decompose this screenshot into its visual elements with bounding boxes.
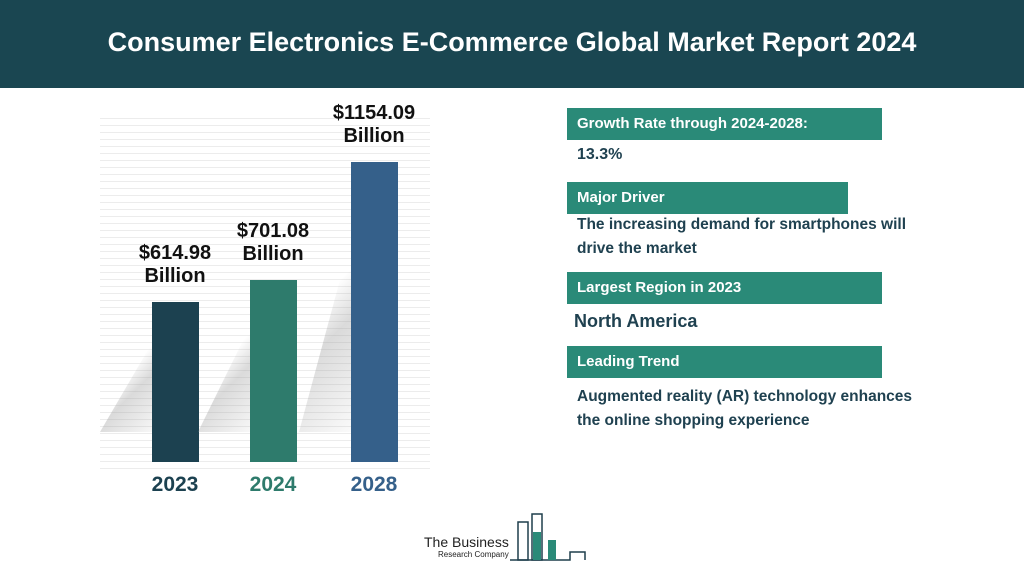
value-label: $614.98 Billion — [138, 242, 212, 288]
item-text: 13.3% — [577, 146, 623, 163]
item-label: Major Driver — [567, 182, 848, 214]
item-label: Growth Rate through 2024-2028: — [567, 108, 882, 140]
value-label: $701.08 Billion — [236, 219, 310, 265]
item-text: The increasing demand for smartphones wi… — [577, 216, 907, 257]
logo-subname: Research Company — [438, 550, 509, 559]
bar — [151, 302, 199, 462]
title: Consumer Electronics E-Commerce Global M… — [107, 27, 917, 57]
item-label: Leading Trend — [567, 346, 882, 378]
header: Consumer Electronics E-Commerce Global M… — [0, 0, 1024, 88]
item-text: North America — [574, 311, 698, 331]
x-tick-label: 2024 — [249, 473, 297, 496]
x-tick-label: 2028 — [350, 473, 398, 496]
x-tick-label: 2023 — [151, 473, 199, 496]
bar — [350, 161, 398, 462]
logo-icon — [510, 513, 586, 561]
logo: The Business Research Company — [420, 512, 600, 568]
item-label: Largest Region in 2023 — [567, 272, 882, 304]
item-text: Augmented reality (AR) technology enhanc… — [577, 388, 913, 429]
logo-name: The Business — [424, 534, 509, 550]
bar — [249, 279, 297, 462]
value-label: $1154.09 Billion — [332, 101, 416, 147]
